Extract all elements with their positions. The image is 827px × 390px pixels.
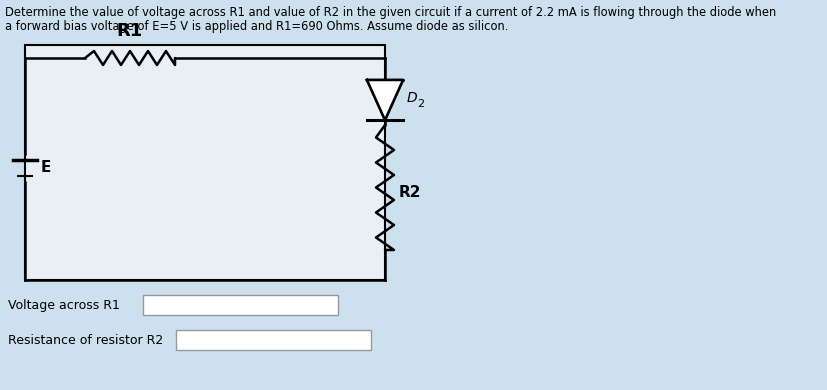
- Text: Voltage across R1: Voltage across R1: [8, 298, 120, 312]
- Text: Resistance of resistor R2: Resistance of resistor R2: [8, 333, 163, 346]
- Bar: [25, 45, 385, 280]
- Text: R2: R2: [399, 185, 421, 200]
- Text: R1: R1: [117, 22, 143, 40]
- Text: Determine the value of voltage across R1 and value of R2 in the given circuit if: Determine the value of voltage across R1…: [5, 6, 776, 19]
- Text: a forward bias voltage of E=5 V is applied and R1=690 Ohms. Assume diode as sili: a forward bias voltage of E=5 V is appli…: [5, 20, 508, 33]
- Text: D: D: [407, 91, 417, 105]
- Text: 2: 2: [417, 99, 423, 109]
- Bar: [143, 295, 337, 315]
- Bar: [176, 330, 370, 350]
- Text: E: E: [41, 161, 51, 176]
- Polygon shape: [366, 80, 403, 120]
